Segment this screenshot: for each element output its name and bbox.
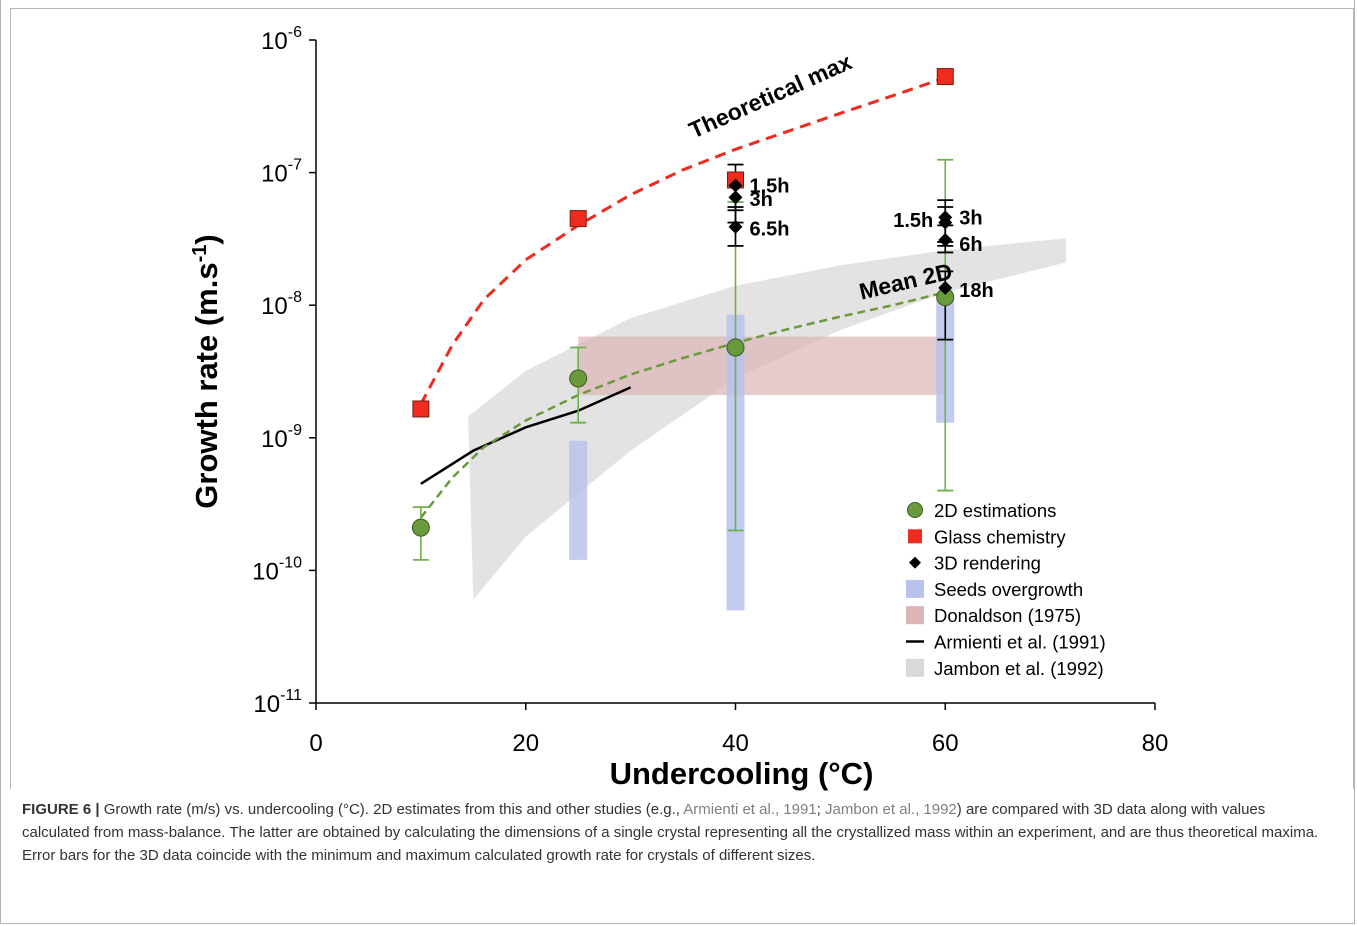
legend-item-1: Glass chemistry — [908, 526, 1066, 547]
y-tick-base-2: 10 — [261, 426, 288, 453]
2d-estimation-point-0 — [411, 518, 430, 537]
y-tick-exp-3: -8 — [288, 289, 302, 306]
3d-rendering-point-1 — [728, 190, 743, 205]
caption-ref-jambon[interactable]: Jambon et al., 1992 — [825, 801, 957, 818]
y-axis-title-sup: -1 — [189, 245, 211, 263]
3d-rendering-point-6 — [938, 280, 953, 295]
3d-rendering-point-4 — [938, 215, 953, 230]
legend-label-6: Jambon et al. (1992) — [934, 658, 1104, 679]
legend-label-5: Armienti et al. (1991) — [934, 632, 1106, 653]
time-annotation-3: 1.5h — [893, 210, 933, 232]
markers-layer — [411, 68, 955, 537]
glass-chemistry-point-1 — [569, 210, 587, 228]
legend-swatch-diamond — [909, 556, 921, 569]
legend-label-2: 3D rendering — [934, 553, 1041, 574]
y-tick-exp-0: -11 — [280, 687, 302, 704]
figure-panel — [10, 8, 1354, 789]
jambon-band-layer — [468, 238, 1066, 600]
caption-text-3: ) are compared with 3D data along with v… — [22, 801, 1319, 864]
legend: 2D estimations Glass chemistry 3D renderin… — [906, 500, 1106, 679]
fit-lines-layer — [419, 76, 946, 519]
y-axis-title: Growth rate (m.s-1) — [189, 234, 224, 508]
y-tick-label-5: 10-6 — [261, 24, 302, 55]
y-axis-title-end: ) — [189, 234, 224, 244]
legend-swatch-donaldson — [906, 606, 924, 625]
x-tick-label-3: 60 — [932, 730, 959, 757]
legend-item-5: Armienti et al. (1991) — [906, 632, 1106, 653]
x-tick-label-4: 80 — [1142, 730, 1169, 757]
y-tick-exp-2: -9 — [288, 422, 302, 439]
legend-swatch-square — [908, 529, 922, 544]
legend-item-4: Donaldson (1975) — [906, 605, 1081, 626]
glass-chemistry-point-3 — [936, 68, 954, 86]
legend-label-0: 2D estimations — [934, 500, 1056, 521]
caption-label: FIGURE 6 | — [22, 801, 100, 818]
legend-swatch-band — [906, 658, 924, 677]
y-tick-base-3: 10 — [261, 293, 288, 320]
x-tick-label-0: 0 — [309, 730, 322, 757]
y-tick-base-4: 10 — [261, 161, 288, 188]
y-tick-label-3: 10-8 — [261, 289, 302, 320]
time-annotation-0: 1.5h — [750, 175, 790, 197]
donaldson-range-layer — [578, 336, 946, 396]
caption-ref-armienti[interactable]: Armienti et al., 1991 — [683, 801, 817, 818]
legend-label-4: Donaldson (1975) — [934, 605, 1081, 626]
y-tick-base-5: 10 — [261, 28, 288, 55]
y-tick-label-4: 10-7 — [261, 157, 302, 188]
caption-text-1: Growth rate (m/s) vs. undercooling (°C).… — [99, 801, 684, 818]
x-tick-label-1: 20 — [512, 730, 539, 757]
legend-label-3: Seeds overgrowth — [934, 579, 1083, 600]
legend-label-1: Glass chemistry — [934, 526, 1066, 547]
figure-caption: FIGURE 6 | Growth rate (m/s) vs. underco… — [22, 798, 1332, 867]
y-tick-exp-5: -6 — [288, 24, 302, 41]
y-tick-base-0: 10 — [253, 691, 280, 718]
y-axis-title-main: Growth rate (m.s — [189, 262, 224, 508]
legend-item-6: Jambon et al. (1992) — [906, 658, 1104, 679]
theoretical-max-label: Theoretical max — [685, 48, 856, 143]
donaldson-range-rect — [578, 336, 946, 396]
legend-swatch-circle — [907, 502, 923, 518]
y-tick-label-0: 10-11 — [253, 687, 302, 718]
3d-rendering-point-5 — [938, 233, 953, 248]
2d-estimation-point-1 — [569, 369, 588, 388]
3d-rendering-point-2 — [728, 219, 743, 234]
2d-estimation-point-2 — [726, 338, 745, 357]
mean-2d-curve — [419, 291, 946, 519]
y-tick-exp-4: -7 — [288, 157, 302, 174]
3d-rendering-point-0 — [728, 178, 743, 193]
time-annotation-1: 3h — [750, 189, 773, 211]
jambon-band-area — [468, 238, 1066, 600]
y-tick-label-2: 10-9 — [261, 422, 302, 453]
time-annotation-5: 6h — [959, 234, 982, 256]
y-tick-label-1: 10-10 — [252, 554, 302, 585]
y-tick-base-1: 10 — [252, 558, 279, 585]
caption-text-2: ; — [816, 801, 826, 818]
time-annotation-4: 3h — [959, 207, 982, 229]
theoretical-max-curve — [419, 76, 946, 405]
x-tick-label-2: 40 — [722, 730, 749, 757]
x-axis-title: Undercooling (°C) — [610, 756, 874, 791]
legend-item-0: 2D estimations — [907, 500, 1056, 521]
legend-item-3: Seeds overgrowth — [906, 579, 1083, 600]
armienti-line — [420, 386, 632, 485]
glass-chemistry-point-0 — [412, 400, 430, 418]
legend-swatch-seeds — [906, 579, 924, 598]
time-annotation-2: 6.5h — [750, 218, 790, 240]
seeds-overgrowth-bar-0 — [569, 440, 588, 560]
y-tick-exp-1: -10 — [279, 554, 302, 571]
legend-item-2: 3D rendering — [909, 553, 1041, 574]
time-annotation-6: 18h — [959, 280, 993, 302]
